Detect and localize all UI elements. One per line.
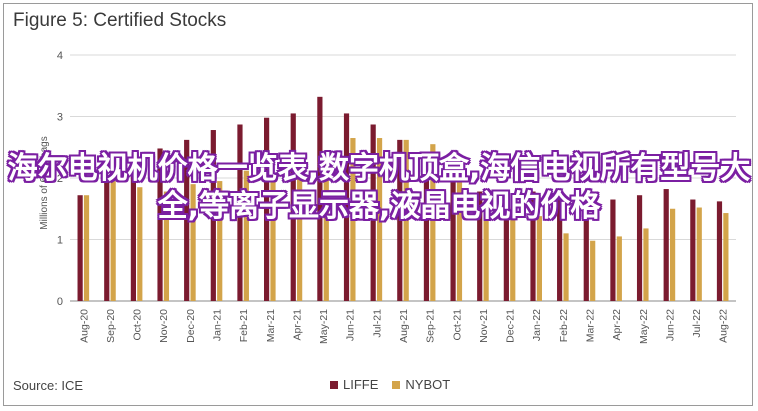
legend-label-liffe: LIFFE xyxy=(343,377,379,392)
bar-liffe xyxy=(237,124,243,302)
source-note: Source: ICE xyxy=(13,378,84,393)
bar-nybot xyxy=(163,191,170,301)
bar-liffe xyxy=(370,124,376,302)
bar-nybot xyxy=(350,138,356,301)
bar-nybot xyxy=(563,233,569,301)
bar-liffe xyxy=(450,179,456,301)
x-tick-label: Jul-21 xyxy=(371,309,383,338)
x-tick-label: Dec-21 xyxy=(505,309,517,343)
x-tick-label: Feb-21 xyxy=(238,309,250,342)
legend-swatch-liffe xyxy=(330,380,338,389)
x-tick-label: Oct-21 xyxy=(451,309,463,341)
bar-nybot xyxy=(217,181,223,301)
chart-title: Figure 5: Certified Stocks xyxy=(13,10,227,31)
bar-liffe xyxy=(130,173,136,301)
legend-item-nybot: NYBOT xyxy=(392,377,450,392)
legend-label-nybot: NYBOT xyxy=(405,377,451,392)
overlay-watermark-text: 海尔电视机价格一览表,数字机顶盒,海信电视所有型号大全,等离子显示器,液晶电视的… xyxy=(7,151,751,224)
bar-liffe xyxy=(477,191,483,301)
bar-nybot xyxy=(670,208,676,301)
bar-nybot xyxy=(696,207,702,301)
y-tick-label: 3 xyxy=(57,112,63,124)
bar-liffe xyxy=(636,195,643,301)
bar-liffe xyxy=(157,148,163,301)
bar-liffe xyxy=(264,117,270,301)
bar-nybot xyxy=(297,170,303,301)
bar-liffe xyxy=(716,201,723,301)
bar-liffe xyxy=(397,139,403,301)
legend-swatch-nybot xyxy=(392,380,401,389)
bar-nybot xyxy=(83,195,90,301)
x-tick-label: Aug-21 xyxy=(398,309,410,343)
bar-nybot xyxy=(643,228,649,301)
bar-liffe xyxy=(423,166,430,301)
x-tick-label: Jan-22 xyxy=(531,309,543,341)
bar-nybot xyxy=(536,216,542,301)
x-tick-label: Aug-20 xyxy=(78,309,90,343)
bar-liffe xyxy=(317,96,323,301)
bar-nybot xyxy=(430,144,436,301)
x-tick-label: Dec-20 xyxy=(185,309,197,343)
bar-liffe xyxy=(104,181,110,301)
x-tick-label: Nov-21 xyxy=(478,309,490,343)
bar-liffe xyxy=(690,199,696,301)
bar-nybot xyxy=(483,202,489,301)
bar-nybot xyxy=(243,170,249,301)
bar-nybot xyxy=(190,184,196,301)
bar-nybot xyxy=(110,181,116,301)
bar-nybot xyxy=(590,240,596,301)
bar-liffe xyxy=(184,139,190,301)
legend-item-liffe: LIFFE xyxy=(330,377,378,392)
x-tick-label: Apr-22 xyxy=(611,309,623,341)
bar-nybot xyxy=(723,213,729,301)
bar-liffe xyxy=(290,113,296,301)
bar-nybot xyxy=(323,152,329,301)
x-tick-label: Apr-21 xyxy=(291,309,303,341)
bar-liffe xyxy=(610,199,616,301)
bar-liffe xyxy=(530,191,536,301)
y-tick-label: 1 xyxy=(57,235,63,247)
x-tick-label: May-21 xyxy=(318,309,330,344)
x-tick-label: Aug-22 xyxy=(718,309,730,343)
x-tick-label: Nov-20 xyxy=(158,309,170,343)
bar-liffe xyxy=(583,191,589,301)
bar-nybot xyxy=(403,139,409,301)
bar-liffe xyxy=(557,191,563,301)
bar-liffe xyxy=(77,195,83,301)
x-tick-label: Jul-22 xyxy=(691,309,703,338)
bar-nybot xyxy=(137,187,143,301)
x-tick-label: Jan-21 xyxy=(212,309,224,341)
bar-nybot xyxy=(510,207,516,301)
bar-nybot xyxy=(456,176,463,301)
y-axis-label: Millions of 60kg bags xyxy=(39,136,50,229)
y-tick-label: 2 xyxy=(57,173,63,185)
legend: LIFFE NYBOT xyxy=(330,377,464,392)
bar-liffe xyxy=(343,113,350,301)
y-tick-label: 4 xyxy=(57,50,63,62)
x-tick-label: Feb-22 xyxy=(558,309,570,342)
x-tick-label: May-22 xyxy=(638,309,650,344)
y-tick-label: 0 xyxy=(57,296,63,308)
bar-nybot xyxy=(616,236,622,301)
bar-liffe xyxy=(503,195,509,301)
x-tick-label: Jun-21 xyxy=(345,309,357,341)
x-tick-label: Mar-21 xyxy=(265,309,277,342)
x-tick-label: Mar-22 xyxy=(584,309,596,342)
bar-nybot xyxy=(270,181,276,301)
bar-liffe xyxy=(210,130,216,301)
x-tick-label: Sep-21 xyxy=(425,309,437,343)
x-tick-label: Oct-20 xyxy=(132,309,144,341)
bar-nybot xyxy=(376,138,383,301)
x-tick-label: Sep-20 xyxy=(105,309,117,343)
x-tick-label: Jun-22 xyxy=(664,309,676,341)
bar-liffe xyxy=(663,189,669,301)
